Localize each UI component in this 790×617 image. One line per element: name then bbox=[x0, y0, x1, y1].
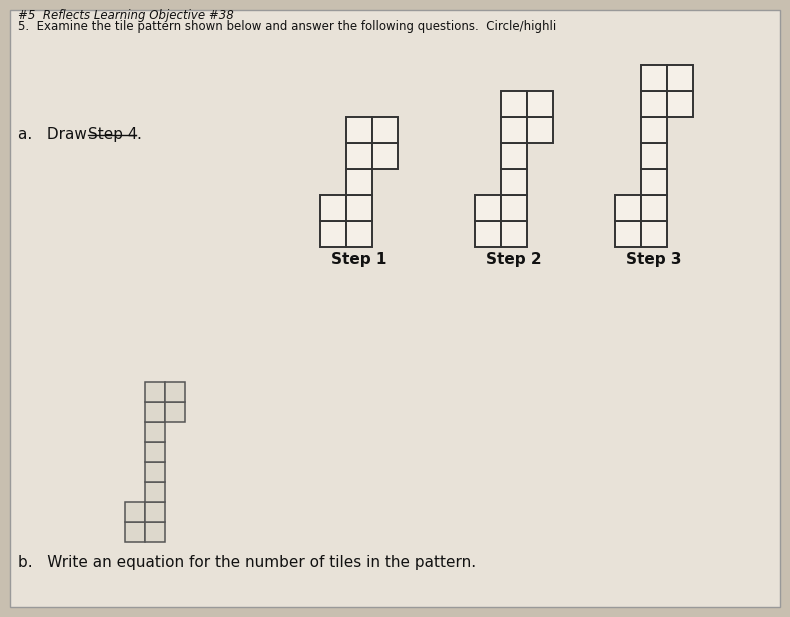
Bar bbox=[667, 91, 693, 117]
Bar bbox=[641, 143, 667, 169]
Bar bbox=[641, 91, 667, 117]
Bar bbox=[501, 91, 527, 117]
Bar bbox=[145, 422, 165, 442]
Text: 5.  Examine the tile pattern shown below and answer the following questions.  Ci: 5. Examine the tile pattern shown below … bbox=[18, 20, 556, 33]
Bar bbox=[145, 502, 165, 522]
Bar bbox=[641, 169, 667, 195]
Bar bbox=[527, 91, 553, 117]
Bar bbox=[372, 143, 398, 169]
Bar bbox=[346, 169, 372, 195]
Text: .: . bbox=[136, 127, 141, 142]
Bar bbox=[501, 221, 527, 247]
Bar bbox=[346, 143, 372, 169]
Text: Step 3: Step 3 bbox=[626, 252, 682, 267]
Bar bbox=[145, 482, 165, 502]
Bar bbox=[145, 462, 165, 482]
Bar bbox=[641, 221, 667, 247]
Bar bbox=[165, 402, 185, 422]
Bar bbox=[145, 382, 165, 402]
Bar bbox=[501, 169, 527, 195]
Bar bbox=[165, 382, 185, 402]
Bar bbox=[501, 195, 527, 221]
Bar bbox=[346, 195, 372, 221]
Bar bbox=[641, 195, 667, 221]
Bar bbox=[667, 65, 693, 91]
Bar bbox=[641, 65, 667, 91]
Text: Step 2: Step 2 bbox=[486, 252, 542, 267]
Text: #5  Reflects Learning Objective #38: #5 Reflects Learning Objective #38 bbox=[18, 9, 234, 22]
Bar bbox=[475, 221, 501, 247]
Bar bbox=[527, 117, 553, 143]
Bar bbox=[615, 221, 641, 247]
Bar bbox=[320, 195, 346, 221]
Bar bbox=[145, 522, 165, 542]
Bar bbox=[346, 221, 372, 247]
Bar bbox=[641, 117, 667, 143]
Bar bbox=[475, 195, 501, 221]
Bar bbox=[145, 402, 165, 422]
Bar bbox=[372, 117, 398, 143]
Bar bbox=[501, 117, 527, 143]
Text: Step 4: Step 4 bbox=[88, 127, 137, 142]
Bar bbox=[320, 221, 346, 247]
Text: a.   Draw: a. Draw bbox=[18, 127, 92, 142]
Bar bbox=[125, 502, 145, 522]
Text: b.   Write an equation for the number of tiles in the pattern.: b. Write an equation for the number of t… bbox=[18, 555, 476, 570]
Bar bbox=[125, 522, 145, 542]
Text: Step 1: Step 1 bbox=[331, 252, 386, 267]
Bar bbox=[145, 442, 165, 462]
Bar bbox=[615, 195, 641, 221]
Bar bbox=[501, 143, 527, 169]
Bar bbox=[346, 117, 372, 143]
